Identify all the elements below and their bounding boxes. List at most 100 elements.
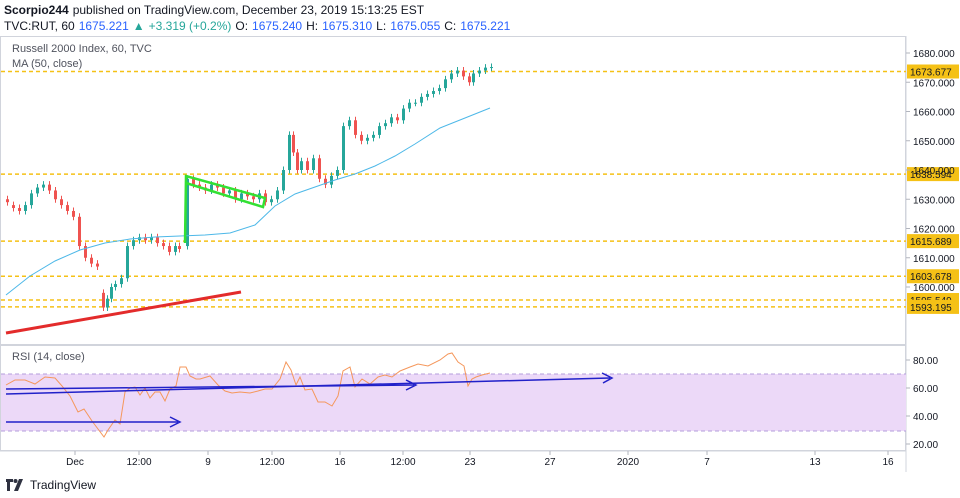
candle (174, 242, 177, 256)
bull-flag-drawing (183, 174, 267, 244)
candle (408, 99, 411, 113)
candle (306, 157, 309, 174)
candle (456, 67, 459, 77)
rsi-line (5, 352, 491, 438)
candle (336, 166, 339, 180)
price-tick-label: 1600.000 (913, 283, 955, 294)
price-tick-label: 1680.000 (913, 49, 955, 60)
candle (292, 131, 295, 156)
rsi-trend-arrows (5, 372, 614, 428)
level-price-label: 1638.594 (910, 170, 952, 181)
price-tick-label: 1640.000 (913, 166, 955, 177)
candle (426, 90, 429, 101)
candle (36, 184, 39, 197)
candle (120, 274, 123, 288)
rsi-tick-label: 40.00 (913, 412, 938, 423)
candle (396, 113, 399, 124)
price-axis[interactable]: 1680.000 1670.000 1660.000 1650.000 1640.000… (906, 49, 955, 294)
low-label: L: (376, 19, 387, 33)
time-tick-label: 16 (882, 457, 894, 468)
candle (276, 186, 279, 203)
moving-average-line (5, 107, 491, 296)
candle (384, 119, 387, 130)
publish-line: Scorpio244 published on TradingView.com,… (4, 3, 424, 17)
level-price-tag: 1673.677 (907, 64, 959, 79)
candle (78, 213, 81, 250)
candle (462, 67, 465, 80)
candle (162, 239, 165, 250)
price-tick-label: 1620.000 (913, 225, 955, 236)
chart-header: Scorpio244 published on TradingView.com,… (0, 0, 960, 36)
time-tick-label: 12:00 (126, 457, 151, 468)
brand-name: TradingView (30, 478, 97, 492)
open-label: O: (235, 19, 249, 33)
tradingview-logo-icon (6, 479, 23, 491)
candle (390, 113, 393, 127)
candle (96, 260, 99, 271)
rsi-tick-label: 20.00 (913, 440, 938, 451)
close-label: C: (444, 19, 457, 33)
candle (178, 242, 181, 253)
candle (478, 67, 481, 77)
rsi-tick-label: 80.00 (913, 356, 938, 367)
rsi-axis[interactable]: 80.00 60.00 40.00 20.00 (906, 356, 938, 451)
time-tick-label: 27 (544, 457, 556, 468)
candle (114, 280, 117, 291)
level-price-label: 1615.689 (910, 237, 952, 248)
author-name[interactable]: Scorpio244 (4, 3, 69, 17)
candle (378, 122, 381, 139)
candle (106, 295, 109, 311)
ma-legend: MA (50, close) (12, 58, 83, 70)
low-value: 1675.055 (390, 19, 441, 33)
candle (168, 242, 171, 256)
candle (6, 195, 9, 206)
candle (490, 63, 493, 72)
price-tick-label: 1660.000 (913, 108, 955, 119)
candle (372, 131, 375, 142)
candle (450, 69, 453, 83)
symbol-line: TVC:RUT, 60 1675.221 ▲ +3.319 (+0.2%) O:… (4, 19, 510, 33)
candle (30, 189, 33, 209)
tradingview-brand[interactable]: TradingView (6, 478, 96, 492)
candle (18, 204, 21, 215)
time-axis[interactable]: Dec 12:00 9 12:00 16 12:00 23 27 2020 7 13 16 (0, 450, 906, 468)
candle (444, 75, 447, 92)
candle (270, 195, 273, 206)
time-tick-label: 12:00 (259, 457, 284, 468)
level-price-label: 1593.195 (910, 303, 952, 314)
symbol-interval: TVC:RUT, 60 (4, 19, 75, 33)
open-value: 1675.240 (252, 19, 303, 33)
candle (126, 242, 129, 282)
price-tick-label: 1630.000 (913, 195, 955, 206)
candle (360, 131, 363, 145)
time-tick-label: 23 (464, 457, 476, 468)
candle (60, 195, 63, 209)
candle (110, 283, 113, 303)
last-price: 1675.221 (78, 19, 129, 33)
candle (90, 254, 93, 268)
time-tick-label: 12:00 (390, 457, 415, 468)
price-chart[interactable]: 1673.6771638.5941615.6891603.6781595.549… (0, 36, 960, 472)
chart-title-legend: Russell 2000 Index, 60, TVC (12, 43, 152, 55)
candle (84, 242, 87, 262)
candle (312, 154, 315, 174)
time-tick-label: 13 (809, 457, 821, 468)
candle (342, 122, 345, 174)
candle (150, 233, 153, 244)
time-tick-label: 7 (704, 457, 710, 468)
rsi-legend: RSI (14, close) (12, 351, 85, 363)
candle (282, 166, 285, 194)
high-label: H: (306, 19, 319, 33)
candle (318, 154, 321, 183)
price-tick-label: 1650.000 (913, 137, 955, 148)
price-change: +3.319 (+0.2%) (148, 19, 232, 33)
candle (288, 131, 291, 174)
level-price-tag: 1593.195 (907, 299, 959, 314)
up-arrow-icon: ▲ (132, 19, 145, 33)
high-value: 1675.310 (322, 19, 373, 33)
candle (348, 116, 351, 130)
level-price-tag: 1603.678 (907, 269, 959, 284)
price-tick-label: 1670.000 (913, 78, 955, 89)
time-tick-label: 16 (334, 457, 346, 468)
candle (468, 72, 471, 86)
